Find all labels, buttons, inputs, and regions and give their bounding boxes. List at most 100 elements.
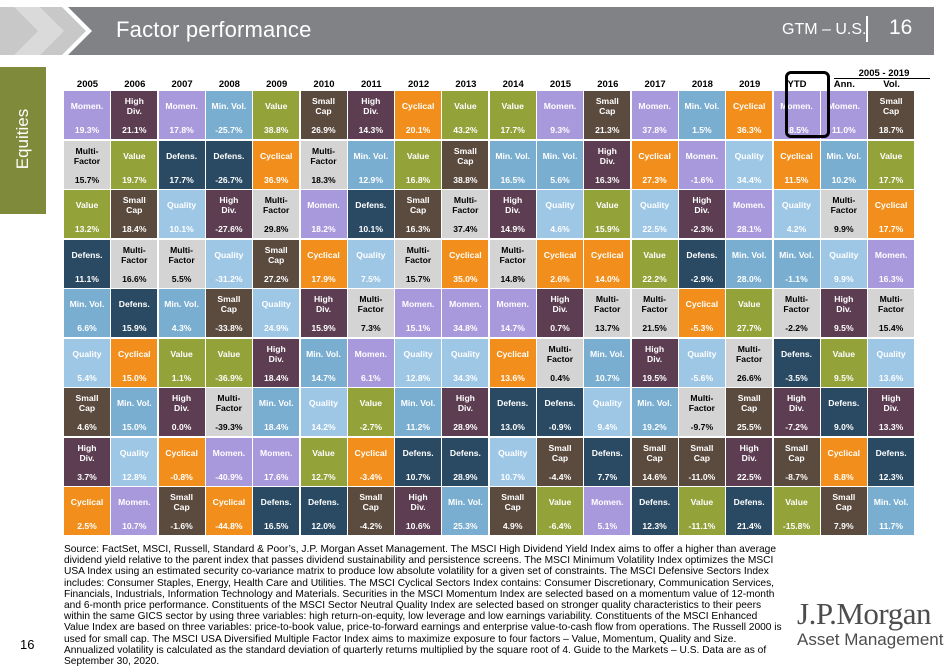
factor-label: Multi- Factor <box>499 244 526 265</box>
factor-return: 26.6% <box>737 372 762 383</box>
factor-cell: Defens. -26.7% <box>205 140 252 189</box>
factor-label: Small Cap <box>122 195 146 215</box>
factor-label: Multi- Factor <box>263 195 290 215</box>
factor-label: Min. Vol. <box>779 249 814 260</box>
factor-return: 14.2% <box>311 422 336 432</box>
factor-return: 28.9% <box>453 422 478 432</box>
factor-cell: Small Cap -1.6% <box>158 487 205 535</box>
factor-cell: Quality 12.8% <box>111 437 158 486</box>
factor-return: 9.0% <box>834 422 854 432</box>
factor-cell: Defens. 10.1% <box>347 190 394 238</box>
factor-label: High Div. <box>739 442 759 463</box>
factor-cell: Defens. 16.5% <box>253 487 300 535</box>
factor-return: 18.5% <box>784 125 809 135</box>
factor-label: Quality <box>450 348 480 359</box>
factor-return: 2.5% <box>77 521 97 531</box>
factor-return: 37.8% <box>642 125 667 135</box>
factor-label: High Div. <box>172 393 192 413</box>
factor-cell: Small Cap 14.6% <box>631 437 678 486</box>
factor-return: 7.3% <box>361 323 381 333</box>
factor-cell: Defens. 21.4% <box>726 487 773 535</box>
factor-return: 19.2% <box>642 422 667 432</box>
factor-label: Momen. <box>401 299 435 309</box>
factor-label: Small Cap <box>595 96 619 116</box>
factor-label: Multi- Factor <box>877 294 905 314</box>
factor-return: 37.4% <box>453 224 478 234</box>
factor-return: -7.2% <box>785 422 808 432</box>
factor-cell: High Div. -27.6% <box>205 190 252 238</box>
factor-cell: Min. Vol. -25.7% <box>205 91 252 139</box>
factor-return: -1.1% <box>785 273 808 284</box>
factor-return: 25.3% <box>453 521 478 531</box>
factor-cell: Multi- Factor 21.5% <box>631 289 678 337</box>
factor-label: Value <box>643 249 666 260</box>
factor-cell: Multi- Factor 15.7% <box>395 239 442 288</box>
factor-return: 16.6% <box>122 273 147 284</box>
factor-label: Value <box>690 497 714 507</box>
factor-cell: Small Cap 26.9% <box>300 91 347 139</box>
factor-cell: Small Cap 21.3% <box>584 91 631 139</box>
factor-cell: Multi- Factor 5.5% <box>158 239 205 288</box>
factor-label: Momen. <box>827 101 861 111</box>
factor-label: Defens. <box>544 398 576 408</box>
factor-return: 11.0% <box>831 125 856 135</box>
factor-return: 24.9% <box>264 323 289 333</box>
factor-cell: Small Cap 38.8% <box>442 140 489 189</box>
factor-label: Quality <box>119 447 149 458</box>
factor-return: 14.7% <box>311 372 336 383</box>
factor-return: 14.6% <box>642 471 667 482</box>
factor-label: Value <box>596 200 619 210</box>
factor-cell: High Div. 22.5% <box>726 437 773 486</box>
factor-cell: Momen. -40.9% <box>205 437 252 486</box>
factor-label: Small Cap <box>785 442 808 463</box>
factor-label: Quality <box>214 249 244 260</box>
column-header-2013: 2013 <box>455 79 477 90</box>
factor-return: -26.7% <box>215 174 243 185</box>
header: Factor performance GTM – U.S. 16 <box>0 0 952 64</box>
factor-cell: Momen. 10.7% <box>111 487 158 535</box>
factor-return: 22.2% <box>642 273 667 284</box>
factor-return: 0.4% <box>550 372 570 383</box>
factor-label: High Div. <box>313 294 334 314</box>
factor-return: 16.5% <box>500 174 525 185</box>
factor-return: -1.6% <box>690 174 714 185</box>
factor-return: -33.8% <box>215 323 243 333</box>
factor-return: 16.5% <box>264 521 289 531</box>
factor-label: Quality <box>498 447 528 458</box>
factor-return: -27.6% <box>215 224 243 234</box>
factor-label: Value <box>879 150 903 161</box>
factor-label: High Div. <box>124 96 144 116</box>
factor-cell: Multi- Factor -9.7% <box>678 388 725 436</box>
factor-cell: Momen. 15.1% <box>395 289 442 337</box>
factor-return: -0.8% <box>170 471 193 482</box>
factor-label: Value <box>264 101 288 111</box>
factor-label: Multi- Factor <box>215 393 243 413</box>
factor-return: 11.7% <box>879 521 904 531</box>
factor-label: Quality <box>734 150 764 161</box>
factor-label: High Div. <box>455 393 475 413</box>
factor-cell: Momen. 17.6% <box>253 437 300 486</box>
factor-cell: Momen. 6.1% <box>347 338 394 387</box>
factor-return: 11.1% <box>75 273 99 284</box>
factor-label: Defens. <box>497 398 529 408</box>
factor-label: Momen. <box>732 200 766 210</box>
factor-return: 18.3% <box>311 174 336 185</box>
factor-return: 29.8% <box>264 224 289 234</box>
factor-cell: Min. Vol. 10.2% <box>820 140 867 189</box>
factor-cell: Defens. 28.9% <box>442 437 489 486</box>
factor-cell: Multi- Factor 0.4% <box>537 338 583 387</box>
factor-label: Small Cap <box>643 442 667 463</box>
factor-return: 17.9% <box>311 273 336 284</box>
factor-return: 22.5% <box>642 224 667 234</box>
factor-label: Multi- Factor <box>641 294 668 314</box>
factor-label: Value <box>359 398 383 408</box>
factor-cell: Momen. 5.1% <box>584 487 631 535</box>
factor-label: Min. Vol. <box>589 348 625 359</box>
column-header-2010: 2010 <box>313 79 335 90</box>
factor-label: Value <box>406 150 430 161</box>
factor-label: Defens. <box>733 497 765 507</box>
factor-cell: High Div. 9.5% <box>820 289 867 337</box>
factor-label: Cyclical <box>259 150 293 161</box>
factor-cell: Multi- Factor 29.8% <box>253 190 300 238</box>
factor-return: 7.7% <box>597 471 618 482</box>
